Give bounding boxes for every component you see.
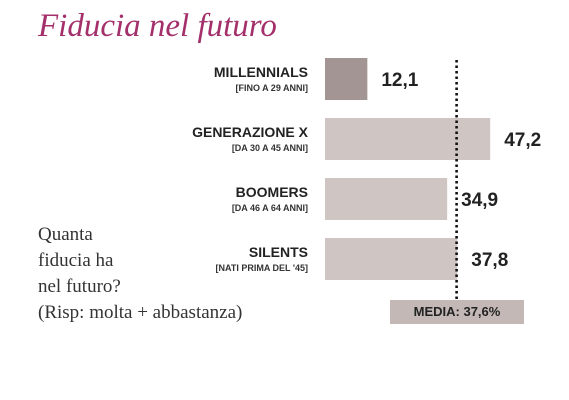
category-label: BOOMERS xyxy=(236,184,308,200)
value-label: 47,2 xyxy=(504,130,541,151)
category-label: SILENTS xyxy=(249,244,308,260)
question-line: (Risp: molta + abbastanza) xyxy=(38,302,243,323)
question-line: nel futuro? xyxy=(38,276,121,297)
question-text: Quanta fiducia ha nel futuro? (Risp: mol… xyxy=(38,222,242,326)
average-label: MEDIA: 37,6% xyxy=(390,300,524,324)
value-label: 34,9 xyxy=(461,190,498,211)
category-sublabel: [FINO A 29 ANNI] xyxy=(235,83,308,93)
bar xyxy=(325,178,448,220)
category-label: GENERAZIONE X xyxy=(192,124,309,140)
category-sublabel: [DA 46 A 64 ANNI] xyxy=(232,203,308,213)
bar xyxy=(325,58,368,100)
bar xyxy=(325,238,458,280)
category-sublabel: [NATI PRIMA DEL '45] xyxy=(216,263,308,273)
category-sublabel: [DA 30 A 45 ANNI] xyxy=(232,143,308,153)
chart-title: Fiducia nel futuro xyxy=(38,8,277,44)
value-label: 12,1 xyxy=(381,70,418,91)
category-label: MILLENNIALS xyxy=(214,64,308,80)
bar xyxy=(325,118,491,160)
value-label: 37,8 xyxy=(471,250,508,271)
question-line: Quanta xyxy=(38,224,93,245)
question-line: fiducia ha xyxy=(38,250,114,271)
